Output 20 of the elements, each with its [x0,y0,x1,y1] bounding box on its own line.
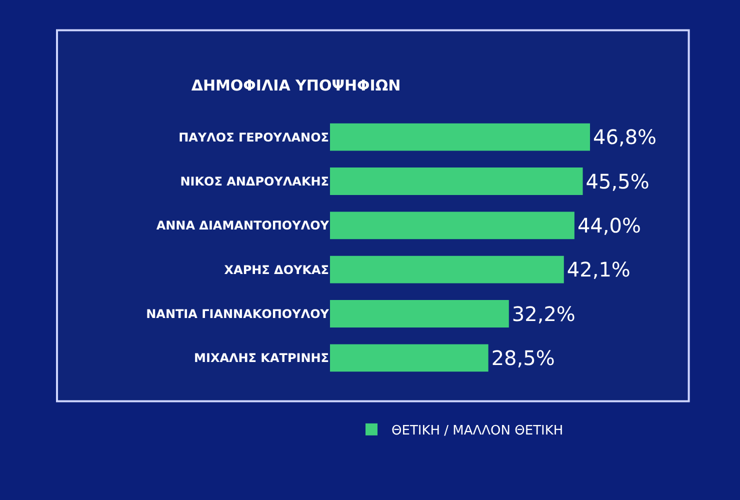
data-label: 32,2% [512,302,576,326]
bar [330,256,564,284]
chart-title: ΔΗΜΟΦΙΛΙΑ ΥΠΟΨΗΦΙΩΝ [191,76,401,94]
data-label: 44,0% [577,213,641,238]
bar [330,300,509,328]
data-label: 28,5% [491,346,555,370]
bar [330,344,488,372]
y-tick-label: ΠΑΥΛΟΣ ΓΕΡΟΥΛΑΝΟΣ [178,130,329,144]
y-tick-label: ΧΑΡΗΣ ΔΟΥΚΑΣ [224,262,329,277]
y-tick-label: ΝΑΝΤΙΑ ΓΙΑΝΝΑΚΟΠΟΥΛΟΥ [146,306,330,321]
data-label: 42,1% [566,258,630,282]
bar [330,123,590,151]
data-label: 46,8% [593,125,657,150]
legend-label: ΘΕΤΙΚΗ / ΜΑΛΛΟΝ ΘΕΤΙΚΗ [392,423,564,438]
y-tick-label: ΜΙΧΑΛΗΣ ΚΑΤΡΙΝΗΣ [194,351,329,366]
y-tick-label: ΑΝΝΑ ΔΙΑΜΑΝΤΟΠΟΥΛΟΥ [156,218,330,233]
bar [330,168,583,195]
bar [330,212,574,240]
data-label: 45,5% [586,169,650,194]
y-tick-label: ΝΙΚΟΣ ΑΝΔΡΟΥΛΑΚΗΣ [180,174,329,188]
